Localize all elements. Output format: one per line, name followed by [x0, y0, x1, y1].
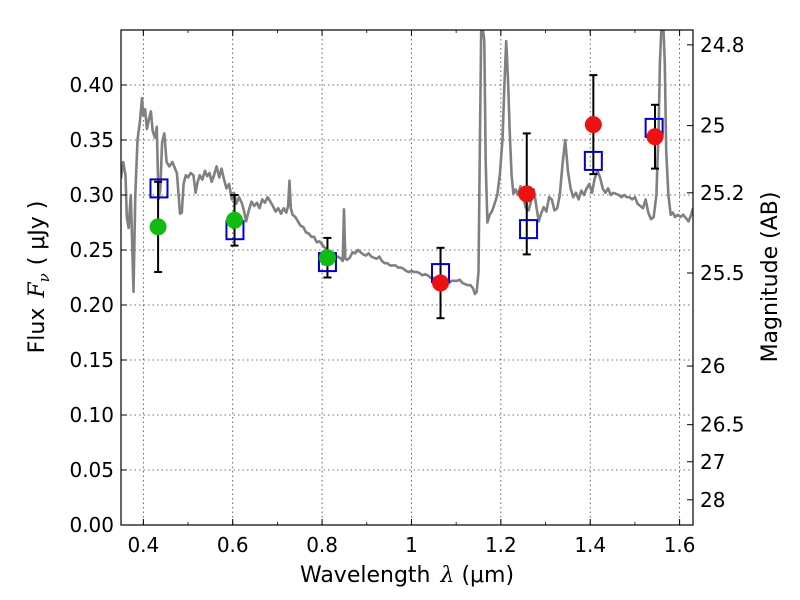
y-tick-label: 0.25 — [69, 238, 114, 262]
y2-axis-label: Magnitude (AB) — [758, 192, 783, 363]
y-tick-label: 0.40 — [69, 73, 114, 97]
x-axis-label: Wavelength λ (μm) — [300, 563, 514, 588]
y-tick-label: 0.10 — [69, 403, 114, 427]
observed-flux-point — [646, 128, 664, 146]
x-tick-label: 1.2 — [485, 533, 517, 557]
y2-tick-label: 27 — [700, 450, 725, 474]
observed-flux-point — [149, 218, 167, 236]
y-tick-label: 0.35 — [69, 128, 114, 152]
y2-tick-label: 25.5 — [700, 261, 745, 285]
spectrum-line — [121, 30, 693, 296]
observed-flux-point — [584, 116, 602, 134]
y2-tick-label: 25 — [700, 114, 725, 138]
x-tick-label: 1 — [405, 533, 418, 557]
x-tick-label: 1.6 — [664, 533, 696, 557]
y-tick-label: 0.20 — [69, 293, 114, 317]
plot-area — [121, 30, 693, 296]
y-axis-label: FluxFν( μJy ) — [25, 201, 53, 354]
observed-flux-point — [226, 211, 244, 229]
y-tick-label: 0.30 — [69, 183, 114, 207]
plot-frame — [120, 29, 694, 526]
y-tick-label: 0.05 — [69, 458, 114, 482]
y2-tick-label: 26.5 — [700, 413, 745, 437]
observed-flux-point — [318, 249, 336, 267]
y2-tick-label: 25.2 — [700, 181, 745, 205]
x-tick-label: 0.8 — [306, 533, 338, 557]
y2-tick-label: 24.8 — [700, 33, 745, 57]
y-tick-label: 0.00 — [69, 513, 114, 537]
y-tick-label: 0.15 — [69, 348, 114, 372]
observed-flux-point — [518, 185, 536, 203]
grid — [121, 30, 693, 526]
markers — [149, 74, 664, 320]
y2-tick-label: 28 — [700, 488, 725, 512]
ticks: 0.4 0.6 0.8 1 1.2 1.4 1.6 0.00 0.05 0.10 0.15 0.20 0… — [69, 30, 745, 557]
y2-tick-label: 26 — [700, 354, 725, 378]
x-tick-label: 0.4 — [127, 533, 159, 557]
model-photometry-square — [149, 178, 169, 199]
observed-flux-point — [432, 274, 450, 292]
model-photometry-square — [519, 219, 539, 240]
x-tick-label: 1.4 — [574, 533, 606, 557]
model-photometry-square — [583, 150, 603, 171]
x-tick-label: 0.6 — [217, 533, 249, 557]
